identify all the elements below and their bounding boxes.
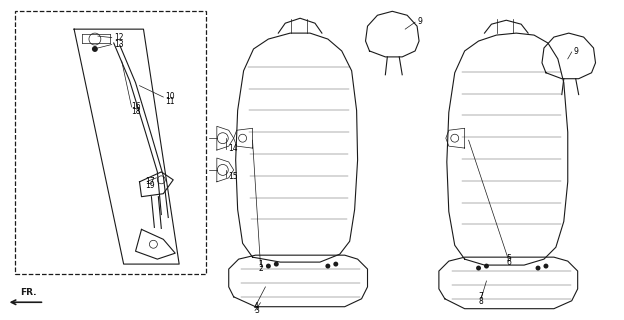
Text: 2: 2	[258, 264, 263, 273]
Text: 19: 19	[145, 181, 155, 190]
Circle shape	[266, 264, 271, 268]
Circle shape	[92, 46, 98, 52]
Circle shape	[484, 264, 489, 268]
Text: 7: 7	[479, 292, 484, 301]
Text: 18: 18	[132, 107, 141, 116]
Text: 17: 17	[145, 177, 155, 186]
Text: 15: 15	[228, 172, 237, 181]
Text: 9: 9	[573, 47, 578, 56]
Circle shape	[535, 266, 540, 270]
Circle shape	[274, 262, 279, 267]
Circle shape	[333, 262, 338, 267]
Text: 5: 5	[506, 254, 511, 263]
Text: 4: 4	[254, 302, 259, 311]
Text: 12: 12	[114, 33, 123, 42]
Bar	[14, 11, 206, 274]
Text: 8: 8	[479, 297, 484, 306]
Text: 10: 10	[165, 92, 175, 101]
Text: 16: 16	[132, 102, 141, 111]
Text: 11: 11	[165, 97, 175, 106]
Circle shape	[544, 264, 548, 268]
Text: 13: 13	[114, 40, 124, 49]
Text: 6: 6	[506, 259, 511, 268]
Text: 1: 1	[258, 260, 263, 268]
Circle shape	[476, 266, 481, 270]
Text: FR.: FR.	[20, 288, 37, 297]
Text: 3: 3	[254, 306, 259, 315]
Text: 9: 9	[417, 17, 422, 26]
Circle shape	[325, 264, 330, 268]
Text: 14: 14	[228, 144, 237, 153]
